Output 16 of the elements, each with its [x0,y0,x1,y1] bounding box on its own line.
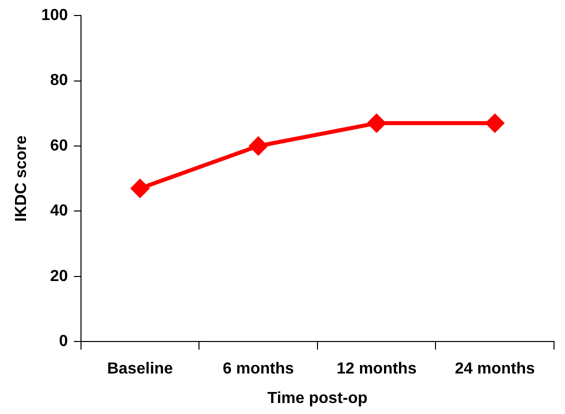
x-tick-label: 12 months [336,360,417,378]
point [368,114,386,132]
y-tick-label: 0 [58,333,68,350]
y-tick-label: 100 [41,7,68,24]
x-tick-label: Baseline [107,360,174,378]
y-axis-title: IKDC score [13,135,30,222]
y-tick-label: 60 [50,137,68,154]
point [486,114,504,132]
y-tick-label: 80 [50,72,68,90]
point [249,137,268,155]
point [131,179,150,198]
x-axis-title: Time post-op [267,390,368,407]
y-tick-label: 20 [50,268,68,285]
x-tick-label: 6 months [222,360,294,378]
y-tick-label: 40 [50,202,68,220]
x-tick-label: 24 months [454,360,535,378]
